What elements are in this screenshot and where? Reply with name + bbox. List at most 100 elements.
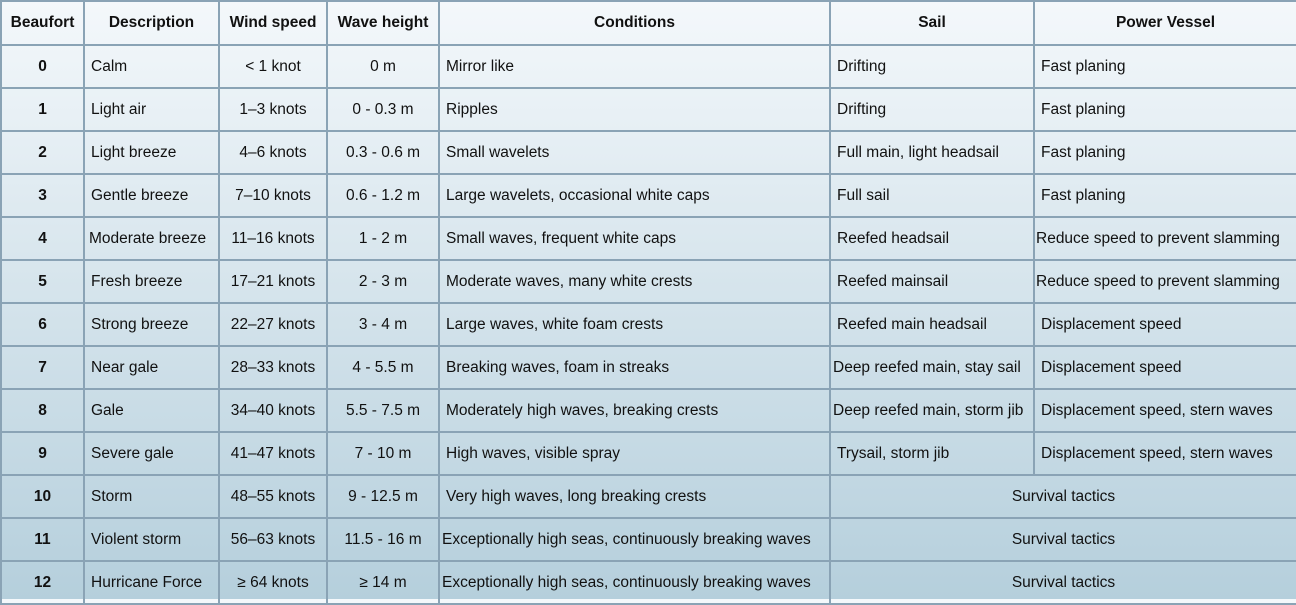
sail-cell: Reefed main headsail bbox=[829, 302, 1035, 347]
header-conditions: Conditions bbox=[438, 0, 831, 46]
wave-height-cell: ≥ 14 m bbox=[326, 560, 440, 605]
description-cell: Fresh breeze bbox=[83, 259, 220, 304]
description-cell: Violent storm bbox=[83, 517, 220, 562]
conditions-cell: Breaking waves, foam in streaks bbox=[438, 345, 831, 390]
sail-cell: Reefed headsail bbox=[829, 216, 1035, 261]
wind-speed-cell: 4–6 knots bbox=[218, 130, 328, 175]
conditions-cell: Moderate waves, many white crests bbox=[438, 259, 831, 304]
table-row: 3 Gentle breeze 7–10 knots 0.6 - 1.2 m L… bbox=[0, 173, 1296, 218]
header-row: Beaufort Description Wind speed Wave hei… bbox=[0, 0, 1296, 46]
power-vessel-cell: Fast planing bbox=[1033, 173, 1296, 218]
beaufort-cell: 10 bbox=[0, 474, 85, 519]
wind-speed-cell: 22–27 knots bbox=[218, 302, 328, 347]
wind-speed-cell: 56–63 knots bbox=[218, 517, 328, 562]
wave-height-cell: 0.3 - 0.6 m bbox=[326, 130, 440, 175]
conditions-cell: Mirror like bbox=[438, 44, 831, 89]
wind-speed-cell: < 1 knot bbox=[218, 44, 328, 89]
table-row: 6 Strong breeze 22–27 knots 3 - 4 m Larg… bbox=[0, 302, 1296, 347]
wind-speed-cell: 11–16 knots bbox=[218, 216, 328, 261]
conditions-cell: Small waves, frequent white caps bbox=[438, 216, 831, 261]
sail-cell: Deep reefed main, storm jib bbox=[829, 388, 1035, 433]
header-beaufort: Beaufort bbox=[0, 0, 85, 46]
power-vessel-cell: Reduce speed to prevent slamming bbox=[1033, 216, 1296, 261]
description-cell: Gentle breeze bbox=[83, 173, 220, 218]
description-cell: Light air bbox=[83, 87, 220, 132]
wind-speed-cell: 48–55 knots bbox=[218, 474, 328, 519]
conditions-cell: Large wavelets, occasional white caps bbox=[438, 173, 831, 218]
wind-speed-cell: 41–47 knots bbox=[218, 431, 328, 476]
table-row: 10 Storm 48–55 knots 9 - 12.5 m Very hig… bbox=[0, 474, 1296, 519]
description-cell: Near gale bbox=[83, 345, 220, 390]
conditions-cell: Very high waves, long breaking crests bbox=[438, 474, 831, 519]
wind-speed-cell: ≥ 64 knots bbox=[218, 560, 328, 605]
sail-cell: Trysail, storm jib bbox=[829, 431, 1035, 476]
wave-height-cell: 2 - 3 m bbox=[326, 259, 440, 304]
power-vessel-cell: Fast planing bbox=[1033, 44, 1296, 89]
wind-speed-cell: 17–21 knots bbox=[218, 259, 328, 304]
header-power-vessel: Power Vessel bbox=[1033, 0, 1296, 46]
description-cell: Severe gale bbox=[83, 431, 220, 476]
description-cell: Gale bbox=[83, 388, 220, 433]
table-row: 7 Near gale 28–33 knots 4 - 5.5 m Breaki… bbox=[0, 345, 1296, 390]
wind-speed-cell: 28–33 knots bbox=[218, 345, 328, 390]
beaufort-cell: 3 bbox=[0, 173, 85, 218]
power-vessel-cell: Fast planing bbox=[1033, 130, 1296, 175]
wave-height-cell: 0 m bbox=[326, 44, 440, 89]
table-row: 4 Moderate breeze 11–16 knots 1 - 2 m Sm… bbox=[0, 216, 1296, 261]
beaufort-cell: 6 bbox=[0, 302, 85, 347]
conditions-cell: Ripples bbox=[438, 87, 831, 132]
beaufort-cell: 1 bbox=[0, 87, 85, 132]
description-cell: Storm bbox=[83, 474, 220, 519]
wave-height-cell: 11.5 - 16 m bbox=[326, 517, 440, 562]
conditions-cell: Moderately high waves, breaking crests bbox=[438, 388, 831, 433]
power-vessel-cell: Fast planing bbox=[1033, 87, 1296, 132]
conditions-cell: Large waves, white foam crests bbox=[438, 302, 831, 347]
conditions-cell: Exceptionally high seas, continuously br… bbox=[438, 560, 831, 605]
header-description: Description bbox=[83, 0, 220, 46]
description-cell: Hurricane Force bbox=[83, 560, 220, 605]
wind-speed-cell: 34–40 knots bbox=[218, 388, 328, 433]
beaufort-cell: 9 bbox=[0, 431, 85, 476]
sail-cell: Deep reefed main, stay sail bbox=[829, 345, 1035, 390]
sail-cell: Drifting bbox=[829, 44, 1035, 89]
survival-tactics-cell: Survival tactics bbox=[829, 560, 1296, 605]
wave-height-cell: 7 - 10 m bbox=[326, 431, 440, 476]
power-vessel-cell: Displacement speed bbox=[1033, 302, 1296, 347]
description-cell: Calm bbox=[83, 44, 220, 89]
beaufort-cell: 2 bbox=[0, 130, 85, 175]
header-wave-height: Wave height bbox=[326, 0, 440, 46]
sail-cell: Reefed mainsail bbox=[829, 259, 1035, 304]
header-sail: Sail bbox=[829, 0, 1035, 46]
beaufort-cell: 4 bbox=[0, 216, 85, 261]
beaufort-cell: 0 bbox=[0, 44, 85, 89]
table-row: 8 Gale 34–40 knots 5.5 - 7.5 m Moderatel… bbox=[0, 388, 1296, 433]
wave-height-cell: 1 - 2 m bbox=[326, 216, 440, 261]
table-row: 5 Fresh breeze 17–21 knots 2 - 3 m Moder… bbox=[0, 259, 1296, 304]
conditions-cell: Exceptionally high seas, continuously br… bbox=[438, 517, 831, 562]
wave-height-cell: 0 - 0.3 m bbox=[326, 87, 440, 132]
power-vessel-cell: Reduce speed to prevent slamming bbox=[1033, 259, 1296, 304]
description-cell: Light breeze bbox=[83, 130, 220, 175]
power-vessel-cell: Displacement speed, stern waves bbox=[1033, 388, 1296, 433]
beaufort-cell: 12 bbox=[0, 560, 85, 605]
table-row: 12 Hurricane Force ≥ 64 knots ≥ 14 m Exc… bbox=[0, 560, 1296, 605]
wave-height-cell: 3 - 4 m bbox=[326, 302, 440, 347]
sail-cell: Full sail bbox=[829, 173, 1035, 218]
table-row: 1 Light air 1–3 knots 0 - 0.3 m Ripples … bbox=[0, 87, 1296, 132]
power-vessel-cell: Displacement speed bbox=[1033, 345, 1296, 390]
sail-cell: Full main, light headsail bbox=[829, 130, 1035, 175]
beaufort-cell: 7 bbox=[0, 345, 85, 390]
description-cell: Moderate breeze bbox=[83, 216, 220, 261]
beaufort-cell: 8 bbox=[0, 388, 85, 433]
beaufort-cell: 11 bbox=[0, 517, 85, 562]
beaufort-cell: 5 bbox=[0, 259, 85, 304]
survival-tactics-cell: Survival tactics bbox=[829, 517, 1296, 562]
conditions-cell: High waves, visible spray bbox=[438, 431, 831, 476]
wave-height-cell: 0.6 - 1.2 m bbox=[326, 173, 440, 218]
description-cell: Strong breeze bbox=[83, 302, 220, 347]
wave-height-cell: 9 - 12.5 m bbox=[326, 474, 440, 519]
wave-height-cell: 4 - 5.5 m bbox=[326, 345, 440, 390]
survival-tactics-cell: Survival tactics bbox=[829, 474, 1296, 519]
header-wind-speed: Wind speed bbox=[218, 0, 328, 46]
